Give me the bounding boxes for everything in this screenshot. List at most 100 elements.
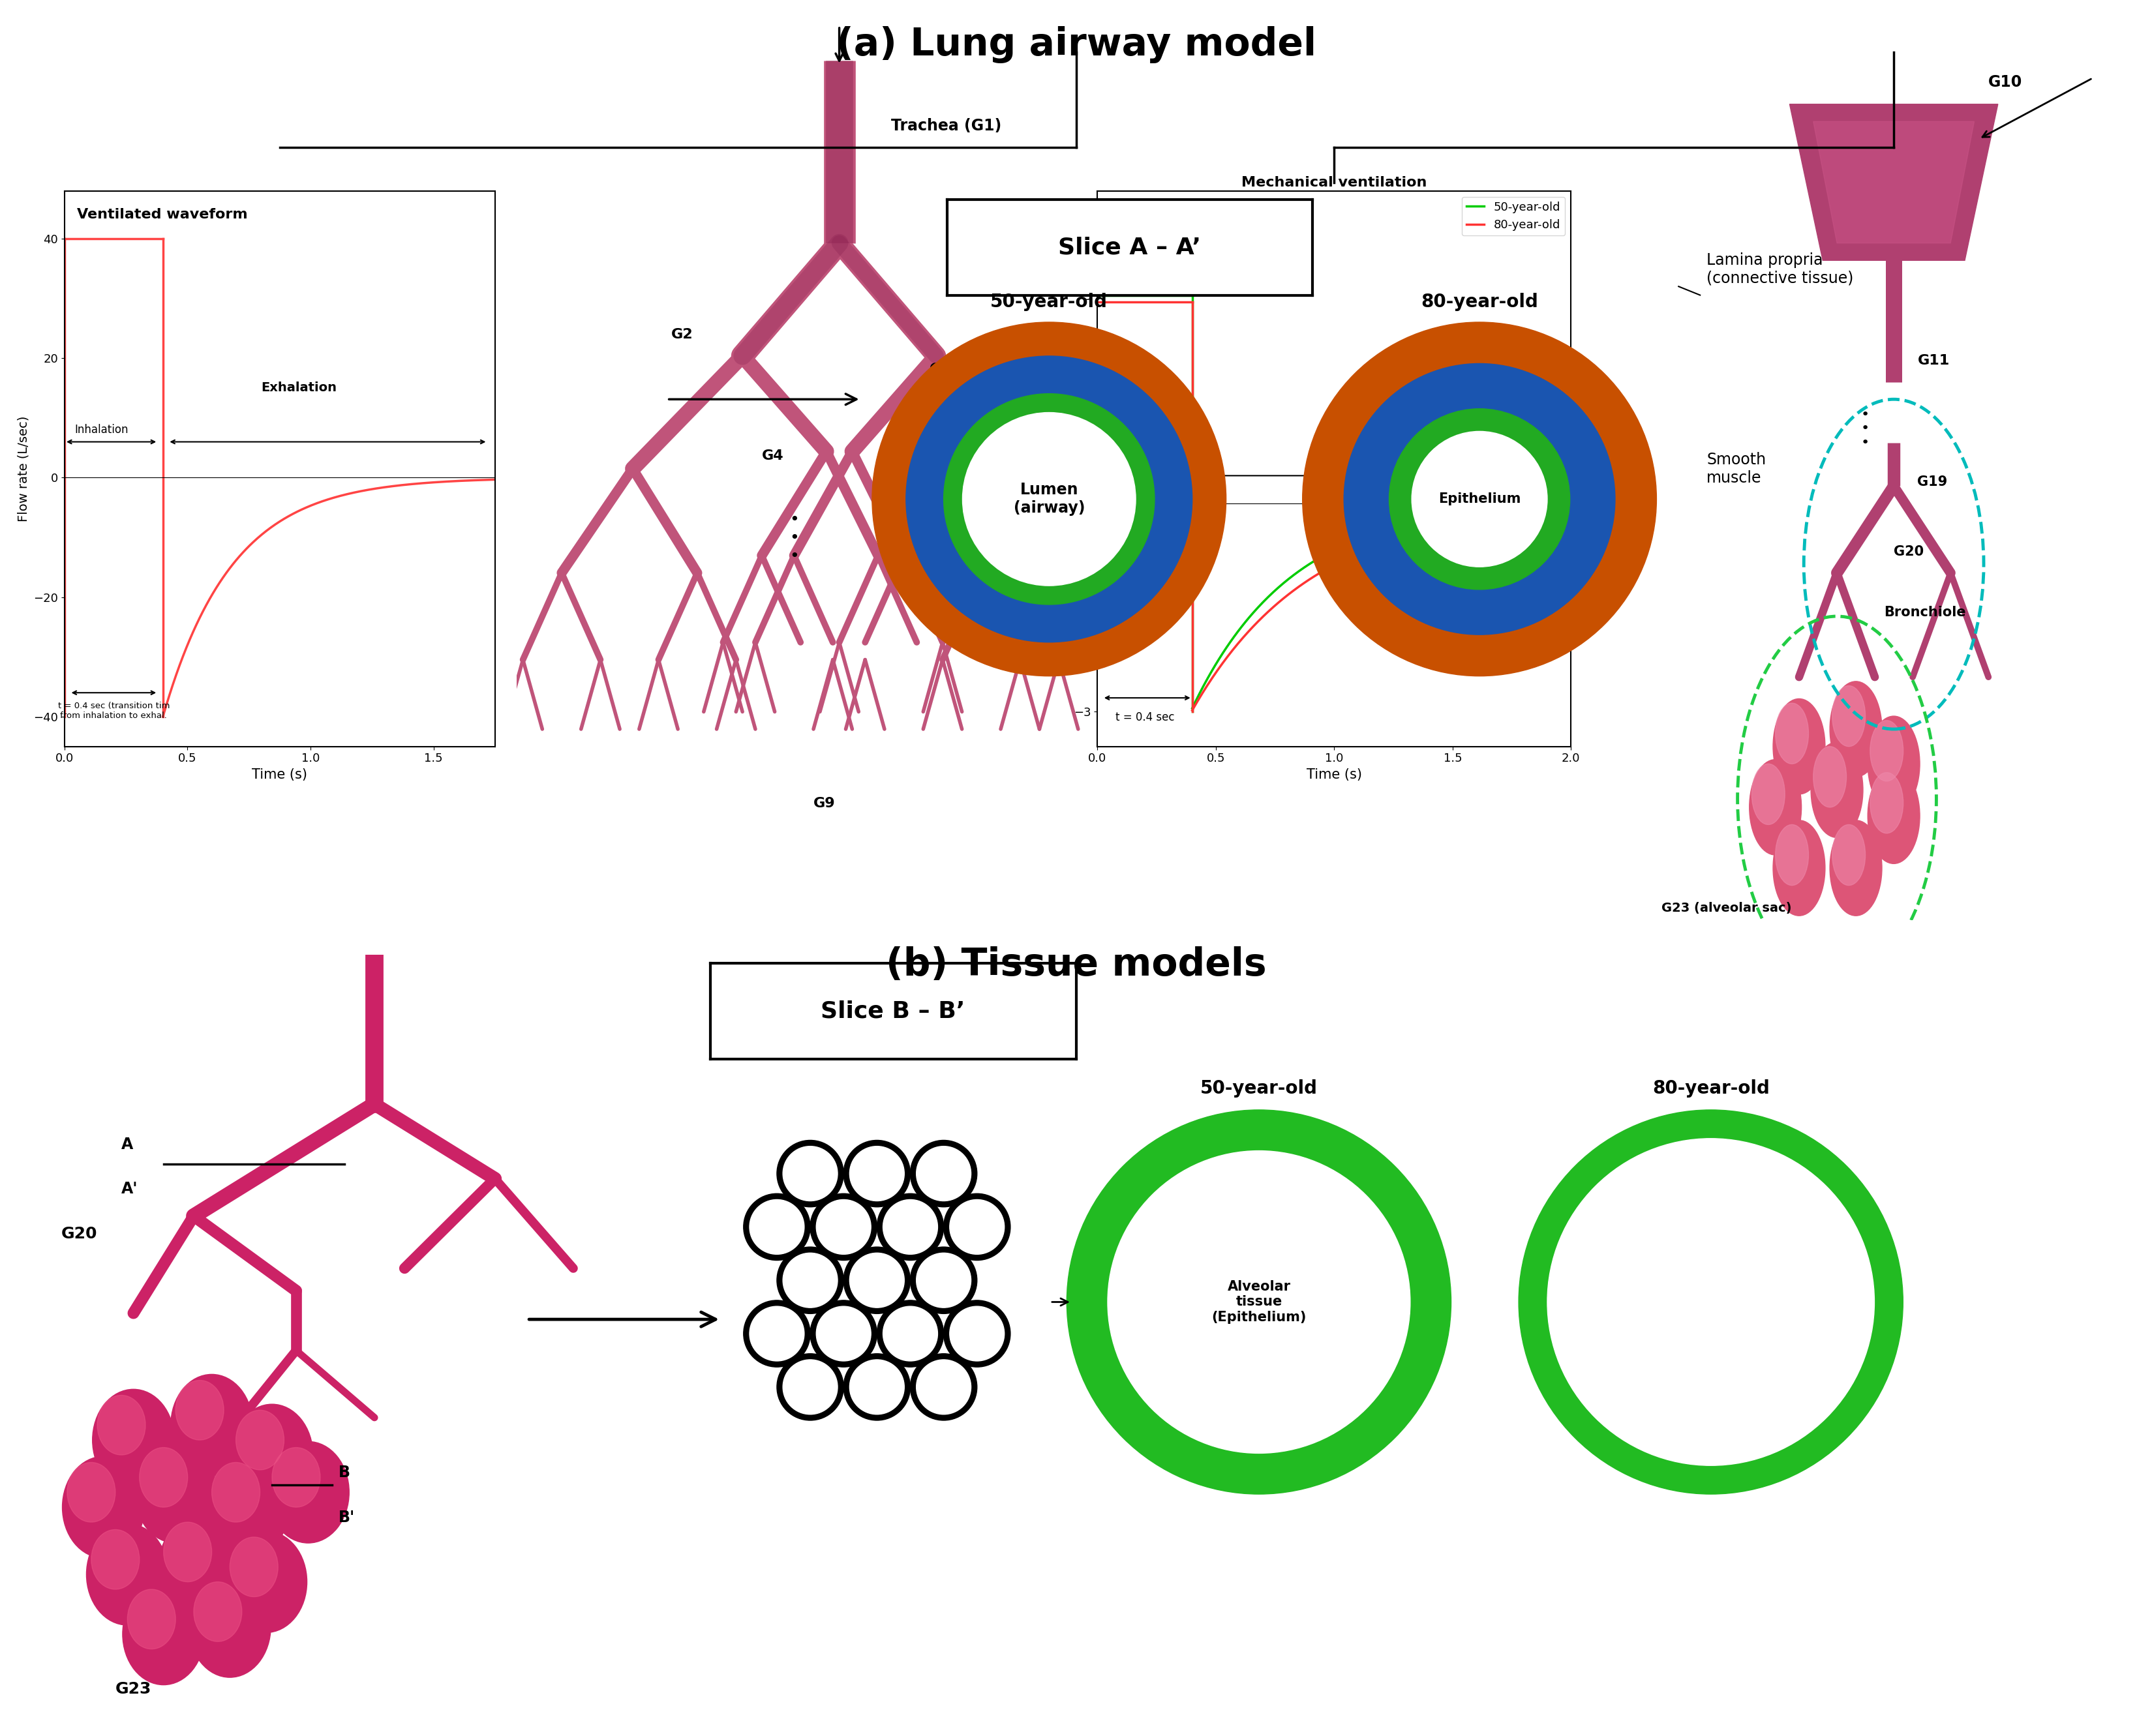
Circle shape — [1810, 743, 1864, 837]
Text: Slice A – A’: Slice A – A’ — [1059, 236, 1201, 259]
Text: (a) Lung airway model: (a) Lung airway model — [835, 26, 1317, 62]
Circle shape — [1831, 825, 1866, 885]
Text: t = 0.4 sec: t = 0.4 sec — [1115, 712, 1175, 724]
Circle shape — [882, 1200, 938, 1255]
Circle shape — [777, 1354, 844, 1420]
Circle shape — [226, 1531, 308, 1632]
Circle shape — [1773, 821, 1825, 917]
Text: G2: G2 — [671, 328, 693, 342]
Circle shape — [850, 1253, 904, 1307]
Text: Inhalation: Inhalation — [1106, 453, 1160, 465]
Circle shape — [1868, 767, 1920, 863]
Circle shape — [164, 1522, 211, 1581]
Circle shape — [1752, 764, 1784, 825]
Text: B: B — [338, 1465, 351, 1481]
X-axis label: Time (s): Time (s) — [252, 769, 308, 781]
Circle shape — [872, 323, 1227, 675]
Circle shape — [140, 1448, 187, 1507]
Text: A': A' — [121, 1180, 138, 1196]
Circle shape — [194, 1581, 241, 1642]
Text: Inhalation: Inhalation — [75, 424, 129, 436]
Circle shape — [1868, 717, 1920, 812]
Circle shape — [878, 1300, 943, 1366]
Text: G23 (alveolar sac): G23 (alveolar sac) — [1661, 901, 1793, 915]
Circle shape — [850, 1359, 904, 1415]
Circle shape — [783, 1146, 837, 1201]
Circle shape — [1775, 703, 1808, 764]
Circle shape — [90, 1529, 140, 1590]
Legend: 50-year-old, 80-year-old: 50-year-old, 80-year-old — [1461, 196, 1565, 236]
Circle shape — [910, 1141, 977, 1207]
Circle shape — [949, 1305, 1005, 1361]
Circle shape — [949, 1200, 1005, 1255]
Circle shape — [230, 1404, 312, 1505]
Circle shape — [943, 1194, 1009, 1260]
Circle shape — [62, 1457, 144, 1557]
Title: 80-year-old: 80-year-old — [1653, 1080, 1769, 1097]
Circle shape — [844, 1246, 910, 1314]
Text: G20: G20 — [1894, 545, 1924, 559]
Circle shape — [159, 1516, 241, 1618]
Circle shape — [917, 1253, 971, 1307]
Text: G9: G9 — [813, 797, 835, 811]
Text: Trachea (G1): Trachea (G1) — [891, 118, 1001, 134]
Circle shape — [1519, 1109, 1902, 1495]
Circle shape — [844, 1141, 910, 1207]
Text: •
•
•: • • • — [790, 512, 798, 564]
80-year-old — [1179, 292, 1205, 312]
Circle shape — [267, 1441, 349, 1543]
Circle shape — [811, 1300, 878, 1366]
Y-axis label: Flow rate (L/min): Flow rate (L/min) — [1059, 415, 1070, 523]
Circle shape — [917, 1146, 971, 1201]
Circle shape — [1343, 363, 1614, 635]
Circle shape — [1302, 323, 1657, 675]
Circle shape — [1829, 681, 1883, 778]
Circle shape — [136, 1441, 217, 1543]
X-axis label: Time (s): Time (s) — [1306, 769, 1362, 781]
Title: 50-year-old: 50-year-old — [1201, 1080, 1317, 1097]
Text: Exhalation: Exhalation — [1334, 422, 1410, 434]
Text: G20: G20 — [60, 1226, 97, 1241]
50-year-old — [1085, 285, 1110, 306]
Text: G4: G4 — [762, 450, 783, 464]
Circle shape — [910, 1354, 977, 1420]
Text: Exhalation: Exhalation — [260, 382, 338, 394]
Circle shape — [816, 1305, 872, 1361]
Text: Lamina propria
(connective tissue): Lamina propria (connective tissue) — [1707, 252, 1853, 286]
Text: G11: G11 — [1917, 354, 1950, 368]
Circle shape — [906, 356, 1192, 642]
Circle shape — [230, 1536, 278, 1597]
Text: Alveolar
tissue
(Epithelium): Alveolar tissue (Epithelium) — [1212, 1281, 1306, 1323]
Circle shape — [189, 1576, 271, 1677]
Circle shape — [878, 1194, 943, 1260]
Circle shape — [1775, 825, 1808, 885]
Circle shape — [749, 1200, 805, 1255]
Text: B': B' — [338, 1510, 355, 1526]
Circle shape — [93, 1389, 174, 1491]
Circle shape — [844, 1354, 910, 1420]
Text: •
•
•: • • • — [1861, 408, 1870, 450]
Circle shape — [170, 1375, 252, 1476]
Circle shape — [237, 1410, 284, 1470]
Text: (b) Tissue models: (b) Tissue models — [887, 946, 1265, 983]
Text: Lumen
(airway): Lumen (airway) — [1014, 483, 1085, 516]
Circle shape — [811, 1194, 878, 1260]
Circle shape — [943, 394, 1156, 604]
Circle shape — [127, 1590, 176, 1649]
Text: A: A — [121, 1137, 133, 1153]
Text: G10: G10 — [1988, 75, 2023, 90]
Text: Smooth
muscle: Smooth muscle — [1707, 451, 1767, 486]
Circle shape — [207, 1457, 288, 1557]
Circle shape — [211, 1462, 260, 1522]
Title: Mechanical ventilation: Mechanical ventilation — [1242, 175, 1427, 189]
Circle shape — [962, 413, 1136, 585]
Text: Ventilated waveform: Ventilated waveform — [77, 208, 247, 220]
Circle shape — [1773, 700, 1825, 795]
Circle shape — [1390, 408, 1571, 590]
Circle shape — [1547, 1139, 1874, 1465]
Circle shape — [749, 1305, 805, 1361]
Circle shape — [745, 1194, 809, 1260]
Circle shape — [1108, 1151, 1410, 1453]
Circle shape — [816, 1200, 872, 1255]
Circle shape — [910, 1246, 977, 1314]
